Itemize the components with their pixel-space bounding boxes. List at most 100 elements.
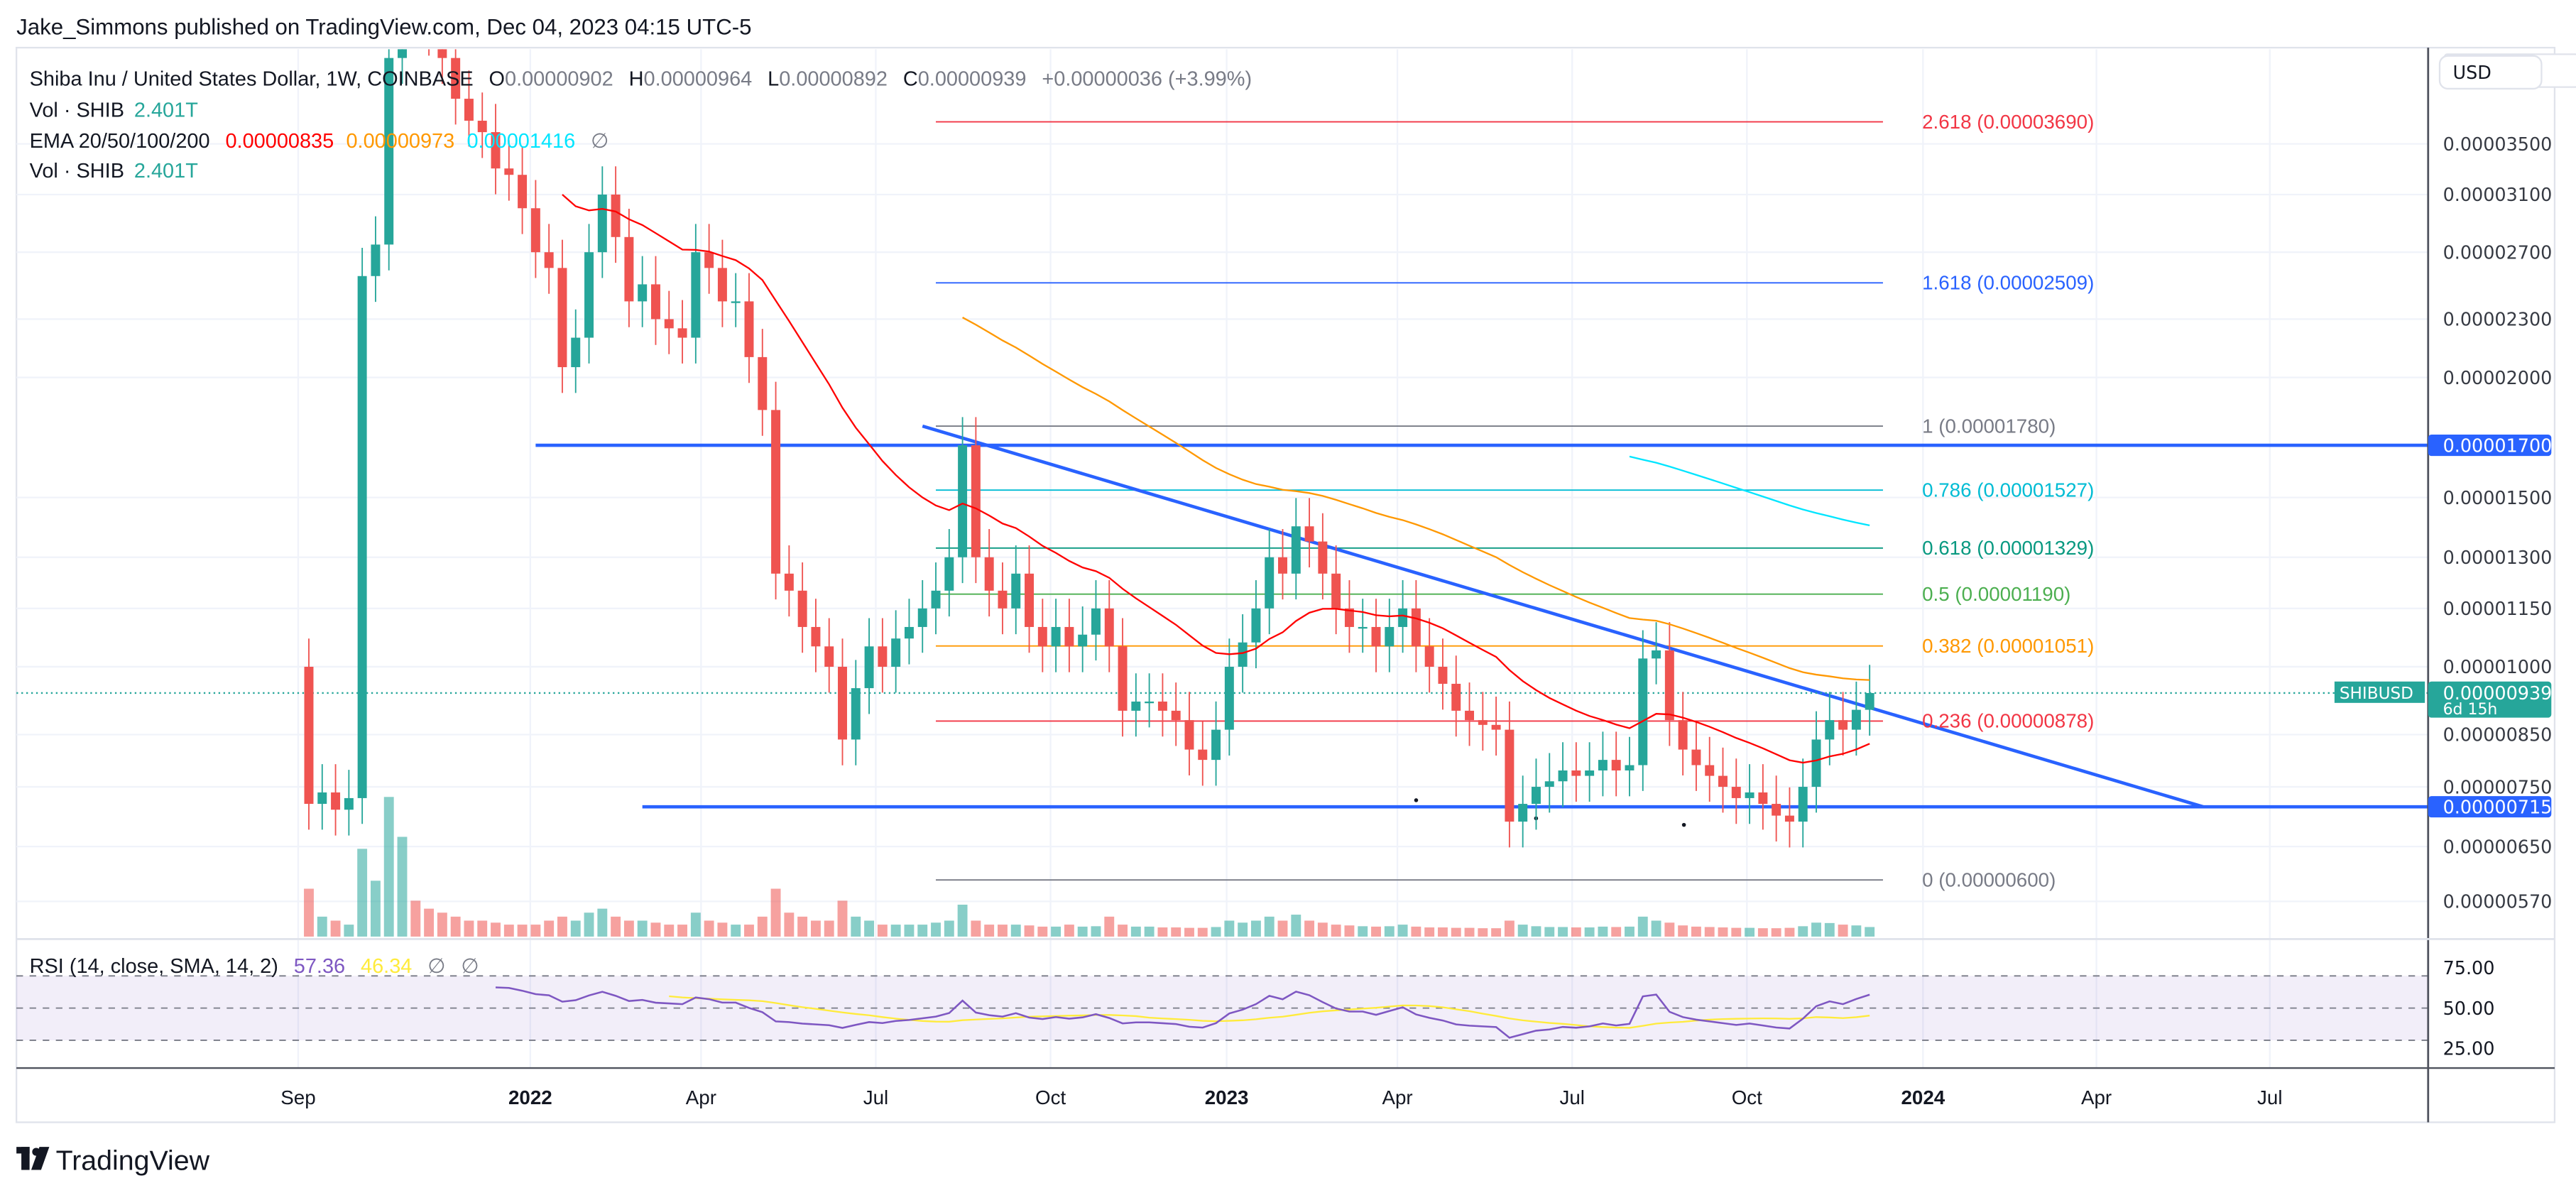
candle[interactable] [1465,682,1475,746]
candle[interactable] [611,166,621,263]
candle[interactable] [677,300,687,364]
candle[interactable] [1331,545,1341,635]
candle[interactable] [1451,655,1461,737]
candle[interactable] [1157,673,1167,737]
candle[interactable] [664,290,674,354]
candle[interactable] [797,562,807,653]
candle[interactable] [1625,736,1634,797]
candle[interactable] [1424,618,1434,693]
candle[interactable] [1291,498,1301,600]
candle[interactable] [1784,787,1794,848]
candle[interactable] [1171,682,1181,746]
candle[interactable] [838,638,847,765]
candle[interactable] [744,273,754,383]
candle[interactable] [1344,580,1354,653]
candle[interactable] [1758,764,1768,830]
candle[interactable] [504,140,514,201]
legend-volume[interactable]: Vol · SHIB 2.401T [30,99,198,121]
candle[interactable] [344,770,354,836]
candle[interactable] [864,618,874,714]
candle[interactable] [1825,692,1835,765]
candle[interactable] [1798,758,1808,848]
candle[interactable] [1198,721,1208,786]
candle[interactable] [784,545,794,617]
candle[interactable] [1571,742,1581,802]
candle[interactable] [691,224,701,364]
candle[interactable] [1104,580,1114,672]
rsi-pane[interactable] [16,975,2428,1041]
candle[interactable] [1865,665,1874,736]
candle[interactable] [1585,742,1595,802]
candle[interactable] [958,417,968,584]
candle[interactable] [1224,638,1234,756]
candle[interactable] [584,224,594,364]
candle[interactable] [650,256,660,345]
candle[interactable] [1011,545,1021,635]
candle[interactable] [317,764,327,830]
candle[interactable] [984,528,994,617]
candle[interactable] [1652,622,1661,685]
candle[interactable] [477,92,487,158]
candle[interactable] [1518,775,1528,848]
candle[interactable] [1265,528,1275,635]
candle[interactable] [1638,630,1648,791]
candle[interactable] [998,562,1008,635]
candle[interactable] [1304,498,1314,567]
candle[interactable] [917,580,927,653]
candle[interactable] [1131,673,1141,737]
trendline[interactable] [922,424,2204,809]
legend-main-series[interactable]: Shiba Inu / United States Dollar, 1W, CO… [30,67,1252,90]
candle[interactable] [1318,513,1328,600]
candle[interactable] [931,562,941,635]
candle[interactable] [891,610,901,693]
currency-button[interactable]: USD [2438,53,2576,90]
candle[interactable] [944,528,954,617]
candle[interactable] [1078,606,1088,672]
candle[interactable] [1064,599,1074,672]
candle[interactable] [1664,622,1674,746]
candle[interactable] [1851,681,1861,756]
candle[interactable] [1278,528,1287,600]
candle[interactable] [1731,758,1741,824]
candle[interactable] [1184,692,1194,775]
candle-series[interactable] [304,0,1874,848]
candle[interactable] [1691,721,1701,791]
candle[interactable] [1358,599,1368,653]
candle[interactable] [1531,758,1541,830]
candle[interactable] [437,1,447,85]
candle[interactable] [971,417,981,584]
candle[interactable] [1811,711,1821,813]
candle[interactable] [731,273,741,327]
candle[interactable] [1558,742,1568,807]
candle[interactable] [771,381,781,600]
candle[interactable] [451,30,461,125]
candle[interactable] [1838,692,1848,756]
candle[interactable] [544,224,554,294]
candle[interactable] [1772,775,1781,841]
candle[interactable] [571,309,581,393]
candle[interactable] [371,216,381,303]
candle[interactable] [638,256,648,327]
candle[interactable] [624,209,634,327]
candle[interactable] [304,638,314,830]
candle[interactable] [1678,692,1688,775]
legend-volume-2[interactable]: Vol · SHIB 2.401T [30,160,198,182]
candle[interactable] [530,180,540,278]
candle[interactable] [904,599,914,665]
candle[interactable] [557,239,567,393]
candle[interactable] [811,599,821,672]
candle[interactable] [1745,764,1754,824]
candle[interactable] [331,764,341,836]
candle[interactable] [1091,580,1101,661]
candle[interactable] [1025,545,1035,653]
candle[interactable] [878,618,888,693]
price-axis[interactable]: 0.00003500 0.00003100 0.00002700 0.00002300… [2334,134,2552,1060]
candle[interactable] [1611,731,1621,797]
tradingview-logo[interactable]: TradingView [16,1145,210,1177]
candle[interactable] [1251,580,1261,669]
candle[interactable] [704,224,714,294]
candle[interactable] [1505,701,1515,848]
legend-rsi[interactable]: RSI (14, close, SMA, 14, 2) 57.36 46.34 … [30,955,479,978]
candle[interactable] [1118,618,1128,737]
